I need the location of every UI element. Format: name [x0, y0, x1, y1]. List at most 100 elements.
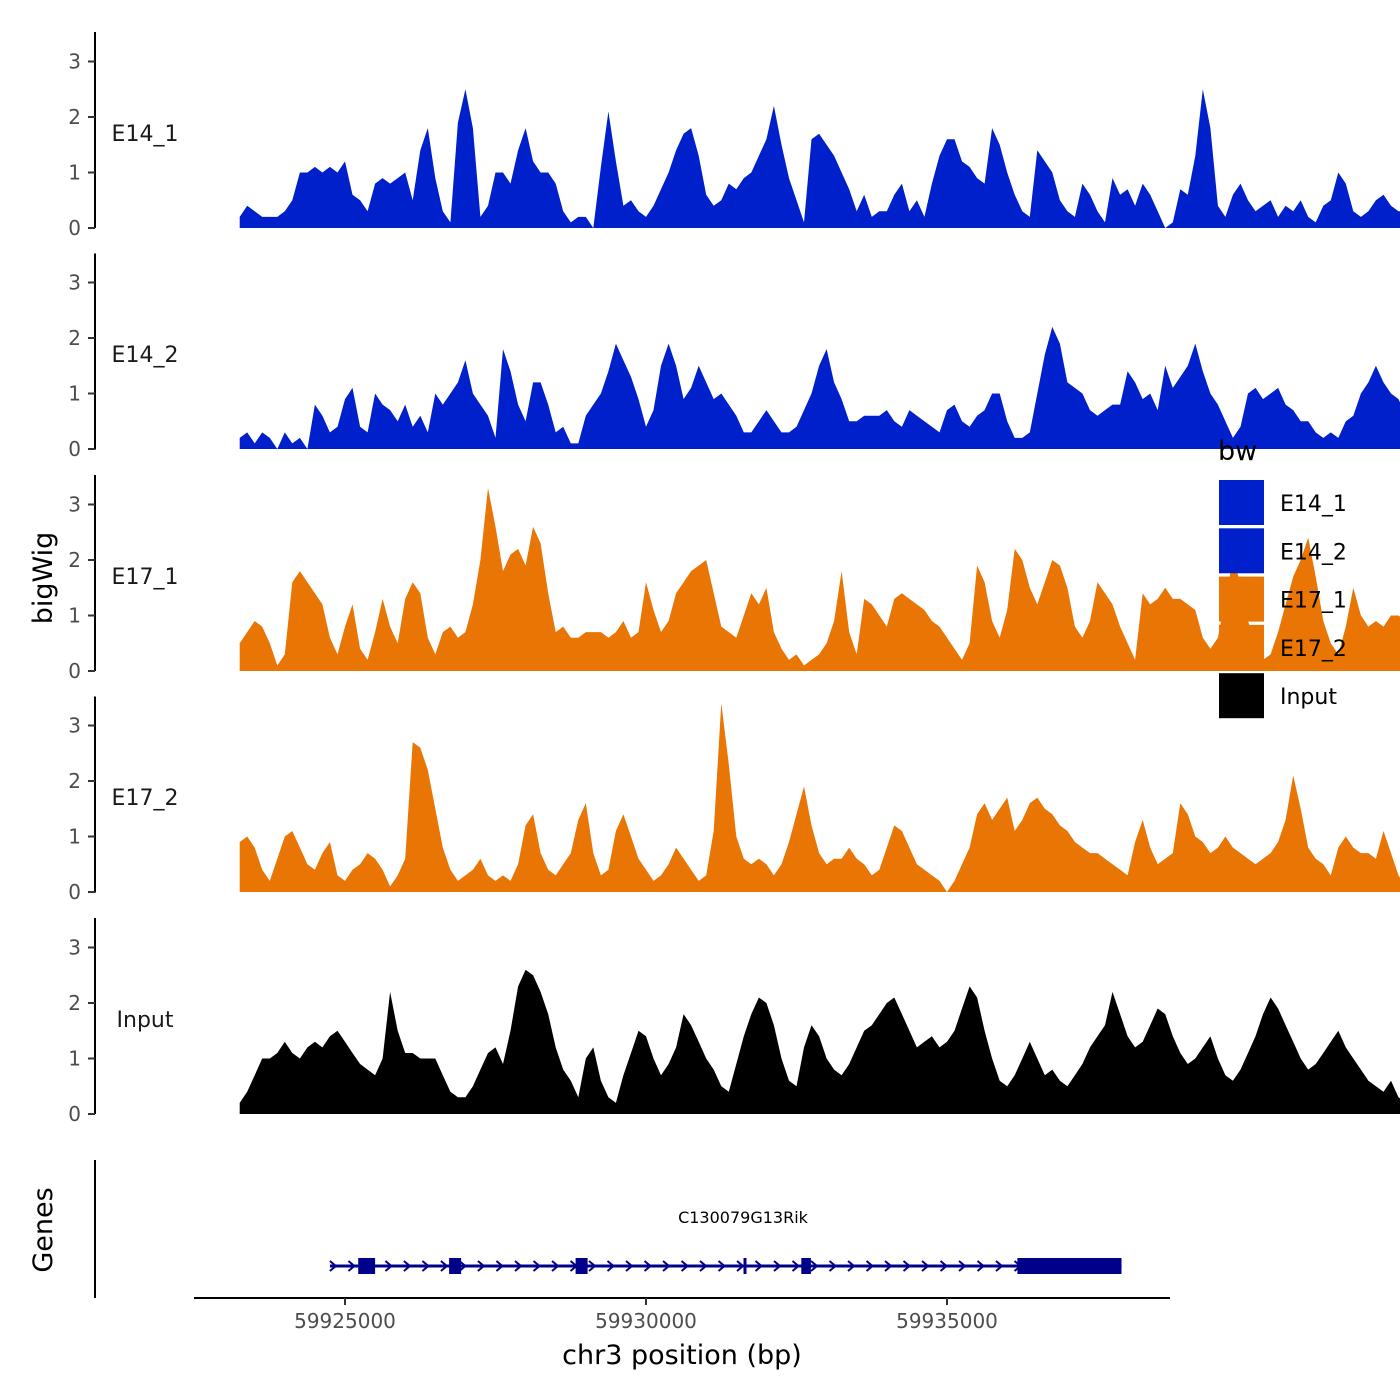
- track-e17-1: 0 1 2 3 E17_1: [68, 475, 1400, 683]
- track-label: Input: [117, 1008, 174, 1033]
- track-e14-2: 0 1 2 3 E14_2: [68, 253, 1400, 461]
- strand-arrow: [958, 1260, 967, 1272]
- x-axis-title: chr3 position (bp): [562, 1340, 802, 1371]
- strand-arrow: [606, 1260, 616, 1272]
- strand-arrow: [477, 1260, 486, 1272]
- x-tick-label: 59935000: [896, 1309, 998, 1333]
- strand-arrow: [976, 1260, 986, 1272]
- y-tick-label: 1: [68, 825, 81, 849]
- strand-arrow: [717, 1260, 727, 1272]
- legend-label: E17_2: [1280, 637, 1347, 662]
- legend-label: E17_1: [1280, 589, 1347, 614]
- track-label: E14_1: [112, 122, 179, 147]
- legend-swatch: [1219, 624, 1264, 670]
- area-e14-1: [239, 89, 1400, 228]
- y-tick-label: 3: [68, 714, 81, 738]
- y-tick-label: 1: [68, 382, 81, 406]
- y-tick-label: 2: [68, 548, 81, 572]
- bigwig-tracks: 0 1 2 3 E14_1 0 1 2 3 E14_2 0 1 2 3 E17_1 0 1 2 3 E17_2 0 1 2 3…: [68, 32, 1400, 1126]
- y-tick-label: 1: [68, 1047, 81, 1071]
- strand-arrow: [329, 1260, 338, 1272]
- y-tick-label: 0: [68, 437, 81, 461]
- strand-arrow: [532, 1260, 542, 1272]
- strand-arrow: [551, 1260, 560, 1272]
- strand-arrow: [699, 1260, 708, 1272]
- strand-arrow: [680, 1260, 690, 1272]
- legend-swatch: [1219, 528, 1264, 574]
- y-tick-label: 3: [68, 50, 81, 74]
- gene-name-label: C130079G13Rik: [678, 1208, 809, 1227]
- strand-arrow: [495, 1260, 504, 1272]
- strand-arrow: [458, 1260, 467, 1272]
- y-tick-label: 2: [68, 326, 81, 350]
- gene-exon: [1017, 1258, 1122, 1274]
- strand-arrow: [440, 1260, 449, 1272]
- strand-arrow: [902, 1260, 912, 1272]
- strand-arrow: [588, 1260, 597, 1272]
- y-tick-label: 3: [68, 271, 81, 295]
- strand-arrow: [791, 1260, 801, 1272]
- y-tick-label: 2: [68, 105, 81, 129]
- legend-item: E17_2: [1219, 624, 1347, 670]
- gene-track: C130079G13Rik: [94, 1160, 1122, 1298]
- strand-arrow: [384, 1260, 393, 1272]
- strand-arrow: [625, 1260, 634, 1272]
- y-tick-label: 2: [68, 991, 81, 1015]
- strand-arrow: [754, 1260, 764, 1272]
- strand-arrow: [347, 1260, 356, 1272]
- y-tick-label: 1: [68, 161, 81, 185]
- x-tick-label: 59925000: [294, 1309, 396, 1333]
- strand-arrow: [421, 1260, 430, 1272]
- track-e17-2: 0 1 2 3 E17_2: [68, 696, 1400, 904]
- gene-exon: [358, 1258, 376, 1274]
- y-tick-label: 0: [68, 216, 81, 240]
- legend-item: E17_1: [1219, 576, 1347, 622]
- legend-label: Input: [1280, 685, 1337, 710]
- strand-arrow: [662, 1260, 671, 1272]
- y-tick-label: 3: [68, 493, 81, 517]
- area-e17-2: [239, 703, 1400, 892]
- legend-label: E14_2: [1280, 540, 1347, 565]
- strand-arrow: [403, 1260, 412, 1272]
- strand-arrow: [995, 1260, 1004, 1272]
- strand-arrow: [773, 1260, 782, 1272]
- area-e17-1: [239, 487, 1400, 671]
- track-label: E17_1: [112, 565, 179, 590]
- legend: bw E14_1 E14_2 E17_1 E17_2 Input: [1218, 436, 1347, 719]
- area-input: [239, 969, 1400, 1114]
- y-tick-label: 1: [68, 604, 81, 628]
- strand-arrow: [847, 1260, 856, 1272]
- y-tick-label: 0: [68, 880, 81, 904]
- legend-swatch: [1219, 673, 1264, 719]
- track-input: 0 1 2 3 Input: [68, 918, 1400, 1126]
- strand-arrow: [884, 1260, 893, 1272]
- y-tick-label: 0: [68, 1102, 81, 1126]
- y-axis-title: bigWig: [28, 532, 59, 625]
- legend-item: Input: [1219, 673, 1337, 719]
- strand-arrow: [865, 1260, 875, 1272]
- strand-arrow: [810, 1260, 819, 1272]
- legend-item: E14_2: [1219, 528, 1347, 574]
- legend-title: bw: [1218, 436, 1257, 467]
- strand-arrow: [514, 1260, 523, 1272]
- strand-arrow: [921, 1260, 930, 1272]
- y-tick-label: 0: [68, 659, 81, 683]
- strand-arrow: [939, 1260, 949, 1272]
- gene-exon: [449, 1258, 462, 1274]
- legend-label: E14_1: [1280, 492, 1347, 517]
- legend-swatch: [1219, 480, 1264, 525]
- gene-exon: [575, 1258, 588, 1274]
- gene-exon: [743, 1258, 747, 1274]
- y-tick-label: 3: [68, 936, 81, 960]
- track-label: E17_2: [112, 786, 179, 811]
- area-e14-2: [239, 326, 1400, 449]
- legend-swatch: [1219, 576, 1264, 622]
- track-label: E14_2: [112, 343, 179, 368]
- x-axis: 59925000 59930000 59935000: [194, 1297, 1170, 1333]
- legend-item: E14_1: [1219, 480, 1347, 525]
- x-tick-label: 59930000: [595, 1309, 697, 1333]
- strand-arrow: [828, 1260, 838, 1272]
- strand-arrow: [643, 1260, 653, 1272]
- track-e14-1: 0 1 2 3 E14_1: [68, 32, 1400, 240]
